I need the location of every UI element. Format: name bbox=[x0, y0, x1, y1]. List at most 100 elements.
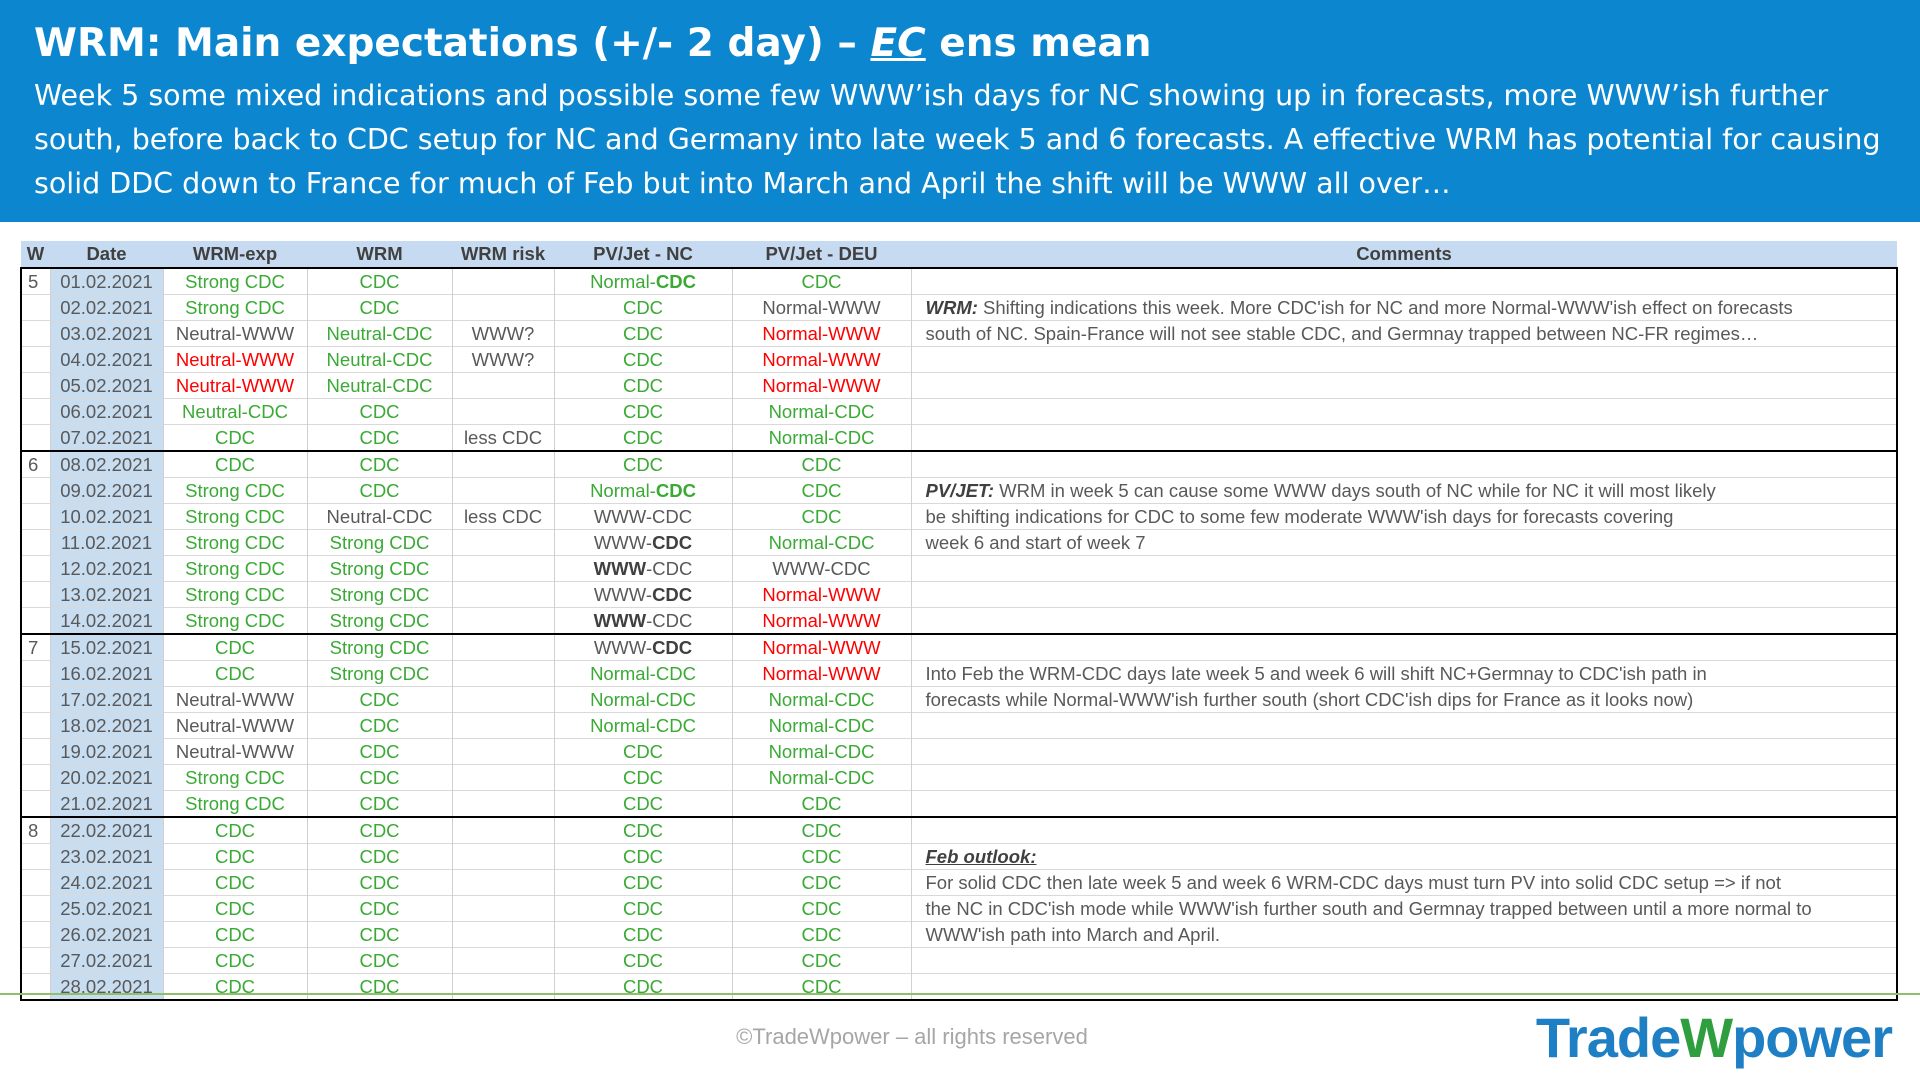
cell-text: CDC bbox=[214, 426, 256, 448]
week-cell bbox=[20, 398, 50, 425]
cell-text: CDC bbox=[622, 949, 664, 971]
cell-text: WWW- bbox=[593, 583, 653, 605]
table-cell: Strong CDC bbox=[162, 555, 307, 582]
table-row: 28.02.2021 CDC CDC CDC CDC bbox=[20, 973, 1897, 1000]
table-row: 06.02.2021 Neutral-CDC CDC CDC Normal-CDC bbox=[20, 398, 1897, 425]
cell-text: CDC bbox=[801, 845, 842, 867]
cell-text: Strong CDC bbox=[185, 609, 285, 631]
cell-text: Normal-CDC bbox=[768, 766, 875, 788]
week-cell bbox=[20, 346, 50, 373]
comment-cell bbox=[910, 738, 1897, 765]
comment-cell: Feb outlook: bbox=[910, 843, 1897, 870]
table-cell: Neutral-WWW bbox=[162, 738, 307, 765]
cell-text: Strong CDC bbox=[185, 557, 285, 579]
cell-text: CDC bbox=[622, 453, 664, 475]
week-number: 5 bbox=[28, 270, 39, 292]
week-cell bbox=[20, 424, 50, 451]
cell-text: CDC bbox=[359, 871, 400, 893]
cell-text: CDC bbox=[801, 479, 842, 501]
date-cell: 20.02.2021 bbox=[49, 764, 163, 791]
week-cell: 6 bbox=[20, 450, 50, 478]
table-cell: CDC bbox=[306, 790, 452, 817]
cell-text: CDC bbox=[359, 453, 400, 475]
cell-text: CDC bbox=[214, 636, 256, 658]
table-cell: CDC bbox=[553, 869, 732, 896]
week-cell bbox=[20, 947, 50, 974]
cell-text: Normal-WWW bbox=[762, 662, 881, 684]
table-cell bbox=[451, 398, 555, 425]
table-cell: CDC bbox=[162, 424, 307, 451]
cell-text: Strong CDC bbox=[185, 792, 285, 814]
cell-text: CDC bbox=[622, 426, 664, 448]
table-row: 19.02.2021 Neutral-WWW CDC CDC Normal-CDC bbox=[20, 738, 1897, 765]
cell-text: CDC bbox=[359, 426, 400, 448]
cell-text: WWW- bbox=[593, 531, 653, 553]
table-row: 10.02.2021 Strong CDC Neutral-CDC less CDC W… bbox=[20, 503, 1897, 530]
cell-text: CDC bbox=[214, 819, 256, 841]
table-cell: WWW? bbox=[451, 320, 555, 347]
cell-text: WWW-CDC bbox=[772, 557, 871, 579]
table-cell bbox=[451, 712, 555, 739]
table-row: 05.02.2021 Neutral-WWW Neutral-CDC CDC Norma… bbox=[20, 372, 1897, 399]
date: 22.02.2021 bbox=[60, 819, 153, 841]
table-cell: WWW-CDC bbox=[553, 555, 732, 582]
table-cell: CDC bbox=[162, 973, 307, 1000]
date: 05.02.2021 bbox=[60, 374, 153, 396]
week-cell bbox=[20, 869, 50, 896]
column-header: PV/Jet - DEU bbox=[732, 241, 911, 269]
cell-text: less CDC bbox=[463, 426, 543, 448]
cell-text: CDC bbox=[214, 845, 256, 867]
table-cell bbox=[451, 607, 555, 634]
logo: TradeWpower bbox=[1536, 1005, 1893, 1070]
cell-text: CDC bbox=[214, 949, 256, 971]
comment-cell bbox=[910, 607, 1897, 634]
date: 28.02.2021 bbox=[60, 975, 153, 997]
cell-text: CDC bbox=[622, 792, 664, 814]
table-cell bbox=[451, 947, 555, 974]
date: 19.02.2021 bbox=[60, 740, 153, 762]
comment-cell bbox=[910, 267, 1897, 295]
cell-text: Normal-CDC bbox=[590, 714, 696, 736]
date-cell: 12.02.2021 bbox=[49, 555, 163, 582]
table-cell: CDC bbox=[553, 973, 732, 1000]
week-cell bbox=[20, 555, 50, 582]
date-cell: 11.02.2021 bbox=[49, 529, 163, 556]
cell-text: CDC bbox=[359, 897, 400, 919]
table-cell: Normal-WWW bbox=[731, 633, 911, 661]
date: 09.02.2021 bbox=[60, 479, 153, 501]
date: 02.02.2021 bbox=[60, 296, 153, 318]
date-cell: 03.02.2021 bbox=[49, 320, 163, 347]
cell-text: Strong CDC bbox=[185, 296, 285, 318]
week-cell: 7 bbox=[20, 633, 50, 661]
table-cell: WWW-CDC bbox=[553, 581, 732, 608]
cell-text: CDC bbox=[801, 453, 842, 475]
comment-cell: week 6 and start of week 7 bbox=[910, 529, 1897, 556]
cell-text: Strong CDC bbox=[329, 557, 430, 579]
comment-cell: south of NC. Spain-France will not see s… bbox=[910, 320, 1897, 347]
cell-text: CDC bbox=[622, 296, 664, 318]
column-header: WRM-exp bbox=[163, 241, 307, 269]
table-cell: Normal-CDC bbox=[731, 398, 911, 425]
table-cell: WWW? bbox=[451, 346, 555, 373]
comment-cell bbox=[910, 424, 1897, 451]
table-cell: Normal-CDC bbox=[731, 764, 911, 791]
comment-cell bbox=[910, 973, 1897, 1000]
date-cell: 05.02.2021 bbox=[49, 372, 163, 399]
table-cell: CDC bbox=[553, 450, 732, 478]
date-cell: 01.02.2021 bbox=[49, 267, 163, 295]
cell-text: Neutral-CDC bbox=[326, 374, 433, 396]
table-cell: Neutral-CDC bbox=[306, 346, 452, 373]
cell-text: Neutral-CDC bbox=[326, 348, 433, 370]
table-cell: CDC bbox=[731, 816, 911, 844]
cell-text: CDC bbox=[359, 714, 400, 736]
title-part: WRM: Main expectations (+/- 2 day) – bbox=[34, 21, 871, 66]
week-number: 8 bbox=[28, 819, 39, 841]
date-cell: 13.02.2021 bbox=[49, 581, 163, 608]
table-cell: CDC bbox=[553, 294, 732, 321]
table: W Date WRM-exp WRM WRM risk PV/Jet - NC PV/Jet… bbox=[20, 241, 1898, 1001]
table-cell bbox=[451, 738, 555, 765]
table-cell: less CDC bbox=[451, 503, 555, 530]
table-cell: Neutral-CDC bbox=[306, 503, 452, 530]
table-cell: CDC bbox=[306, 477, 452, 504]
table-row: 04.02.2021 Neutral-WWW Neutral-CDC WWW? CDC N… bbox=[20, 346, 1897, 373]
